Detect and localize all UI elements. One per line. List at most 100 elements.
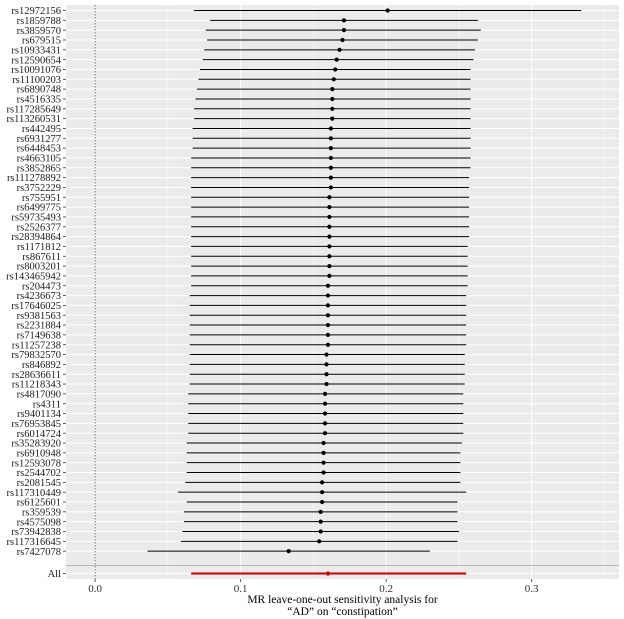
x-tick-label: 0.1 xyxy=(234,583,248,595)
snp-point xyxy=(324,381,329,387)
snp-row: rs4236673 xyxy=(17,291,467,302)
snp-row: rs12593078 xyxy=(11,458,461,469)
snp-point xyxy=(322,411,328,416)
snp-label: rs4236673 xyxy=(17,291,61,302)
snp-row: rs867611 xyxy=(22,252,468,263)
snp-point xyxy=(327,205,332,210)
summary-point xyxy=(325,571,331,576)
snp-point xyxy=(327,273,332,279)
snp-label: rs3859570 xyxy=(17,26,61,37)
snp-row: rs4311 xyxy=(33,399,464,410)
snp-row: rs117285649 xyxy=(7,104,471,115)
snp-label: rs6014724 xyxy=(17,429,62,440)
snp-label: rs204473 xyxy=(22,281,61,292)
snp-row: rs12590654 xyxy=(11,55,474,66)
snp-label: rs11100203 xyxy=(12,75,61,86)
snp-point xyxy=(334,57,339,62)
snp-row: rs359539 xyxy=(22,507,458,518)
snp-row: rs4575098 xyxy=(17,517,458,528)
snp-label: rs117316645 xyxy=(7,537,61,548)
snp-point xyxy=(322,431,328,436)
snp-label: rs28636611 xyxy=(12,370,61,381)
snp-label: rs28394864 xyxy=(11,232,61,243)
snp-row: rs8003201 xyxy=(17,262,468,273)
snp-row: rs4663105 xyxy=(17,154,471,165)
snp-row: rs6499775 xyxy=(17,203,470,214)
snp-label: rs59735493 xyxy=(11,213,61,224)
snp-label: rs2526377 xyxy=(17,222,61,233)
snp-row: rs6448453 xyxy=(17,144,471,155)
snp-label: rs6499775 xyxy=(17,203,61,214)
snp-point xyxy=(324,362,329,367)
snp-point xyxy=(322,421,328,426)
snp-label: rs6931277 xyxy=(17,134,61,145)
snp-point xyxy=(327,234,332,239)
snp-label: rs9381563 xyxy=(17,311,61,322)
snp-row: rs113260531 xyxy=(7,114,471,125)
snp-row: rs204473 xyxy=(22,281,468,292)
snp-point xyxy=(330,116,335,121)
snp-label: rs113260531 xyxy=(7,114,61,125)
snp-label: rs117310449 xyxy=(7,488,61,499)
snp-point xyxy=(328,126,333,131)
snp-point xyxy=(337,47,342,52)
snp-row: rs117310449 xyxy=(7,488,467,499)
snp-point xyxy=(322,401,328,406)
snp-point xyxy=(317,539,322,544)
snp-row: rs10933431 xyxy=(11,45,475,56)
snp-point xyxy=(327,195,332,200)
x-axis-title-line: MR leave-one-out sensitivity analysis fo… xyxy=(247,594,438,606)
snp-point xyxy=(321,450,326,455)
snp-point xyxy=(325,303,331,308)
snp-point xyxy=(330,106,335,111)
snp-point xyxy=(325,332,331,337)
snp-label: rs359539 xyxy=(22,507,61,518)
snp-row: rs76953845 xyxy=(11,419,464,430)
snp-row: rs111278892 xyxy=(7,173,470,184)
snp-point xyxy=(327,244,332,249)
snp-label: rs1859788 xyxy=(17,16,61,27)
snp-point xyxy=(341,18,347,23)
x-tick-label: 0.0 xyxy=(88,583,102,595)
snp-label: rs6448453 xyxy=(17,144,61,155)
snp-label: rs12593078 xyxy=(11,458,61,469)
snp-point xyxy=(331,77,336,82)
snp-point xyxy=(340,37,345,43)
snp-label: rs6890748 xyxy=(17,85,61,96)
snp-label: rs2231884 xyxy=(17,321,62,332)
snp-point xyxy=(286,549,291,554)
snp-label: rs12972156 xyxy=(11,6,61,17)
snp-label: rs4311 xyxy=(33,399,61,410)
snp-label: rs11257238 xyxy=(12,340,61,351)
snp-point xyxy=(327,263,332,269)
snp-row: rs59735493 xyxy=(11,213,470,224)
snp-row: rs117316645 xyxy=(7,537,458,548)
snp-label: rs3752229 xyxy=(17,183,61,194)
summary-row: All xyxy=(48,569,467,580)
snp-row: rs6910948 xyxy=(17,448,461,459)
snp-row: rs79832570 xyxy=(11,350,465,361)
snp-label: rs10091076 xyxy=(11,65,61,76)
snp-point xyxy=(321,440,326,446)
snp-point xyxy=(341,28,347,33)
snp-row: rs143465942 xyxy=(6,272,468,283)
snp-label: rs4516335 xyxy=(17,95,61,106)
snp-point xyxy=(320,490,325,495)
snp-point xyxy=(320,480,325,485)
summary-label: All xyxy=(48,569,62,580)
snp-point xyxy=(333,67,338,72)
snp-label: rs73942838 xyxy=(11,527,61,538)
snp-row: rs846892 xyxy=(22,360,465,371)
snp-label: rs6125601 xyxy=(17,498,61,509)
x-axis-title: MR leave-one-out sensitivity analysis fo… xyxy=(247,594,438,618)
snp-label: rs143465942 xyxy=(6,272,61,283)
snp-point xyxy=(325,342,331,347)
snp-row: rs3852865 xyxy=(17,163,471,174)
snp-row: rs6931277 xyxy=(17,134,471,145)
snp-row: rs11100203 xyxy=(12,75,471,86)
snp-row: rs4817090 xyxy=(17,389,464,400)
snp-label: rs7149638 xyxy=(17,330,61,341)
snp-label: rs846892 xyxy=(22,360,61,371)
snp-label: rs1171812 xyxy=(17,242,61,253)
